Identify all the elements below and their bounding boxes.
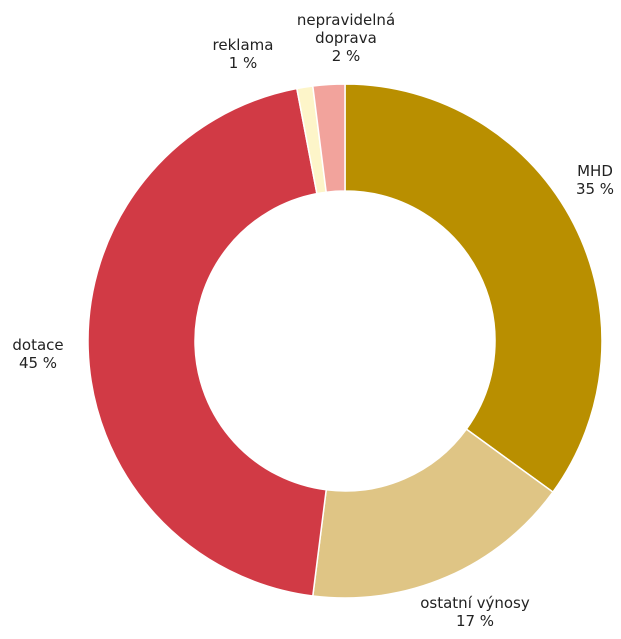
donut-segment [311,83,346,194]
label-line: dotace [12,336,63,354]
segment-label: reklama [213,36,274,54]
label-line: doprava [315,29,377,47]
value-label: 17 % [456,612,494,630]
label-line: nepravidelná [297,11,395,29]
segment-label: ostatní výnosy [420,594,530,612]
value-label: 35 % [576,180,614,198]
value-label: 2 % [332,47,361,65]
donut-segment [344,83,603,494]
segment-label: MHD [577,162,613,180]
value-label: 1 % [229,54,258,72]
label-line: reklama [213,36,274,54]
donut-segment [311,428,554,599]
label-line: ostatní výnosy [420,594,530,612]
label-line: MHD [577,162,613,180]
value-label: 45 % [19,354,57,372]
donut-segment [87,87,328,597]
segment-label: nepravidelná doprava [297,11,395,47]
segment-label: dotace [12,336,63,354]
